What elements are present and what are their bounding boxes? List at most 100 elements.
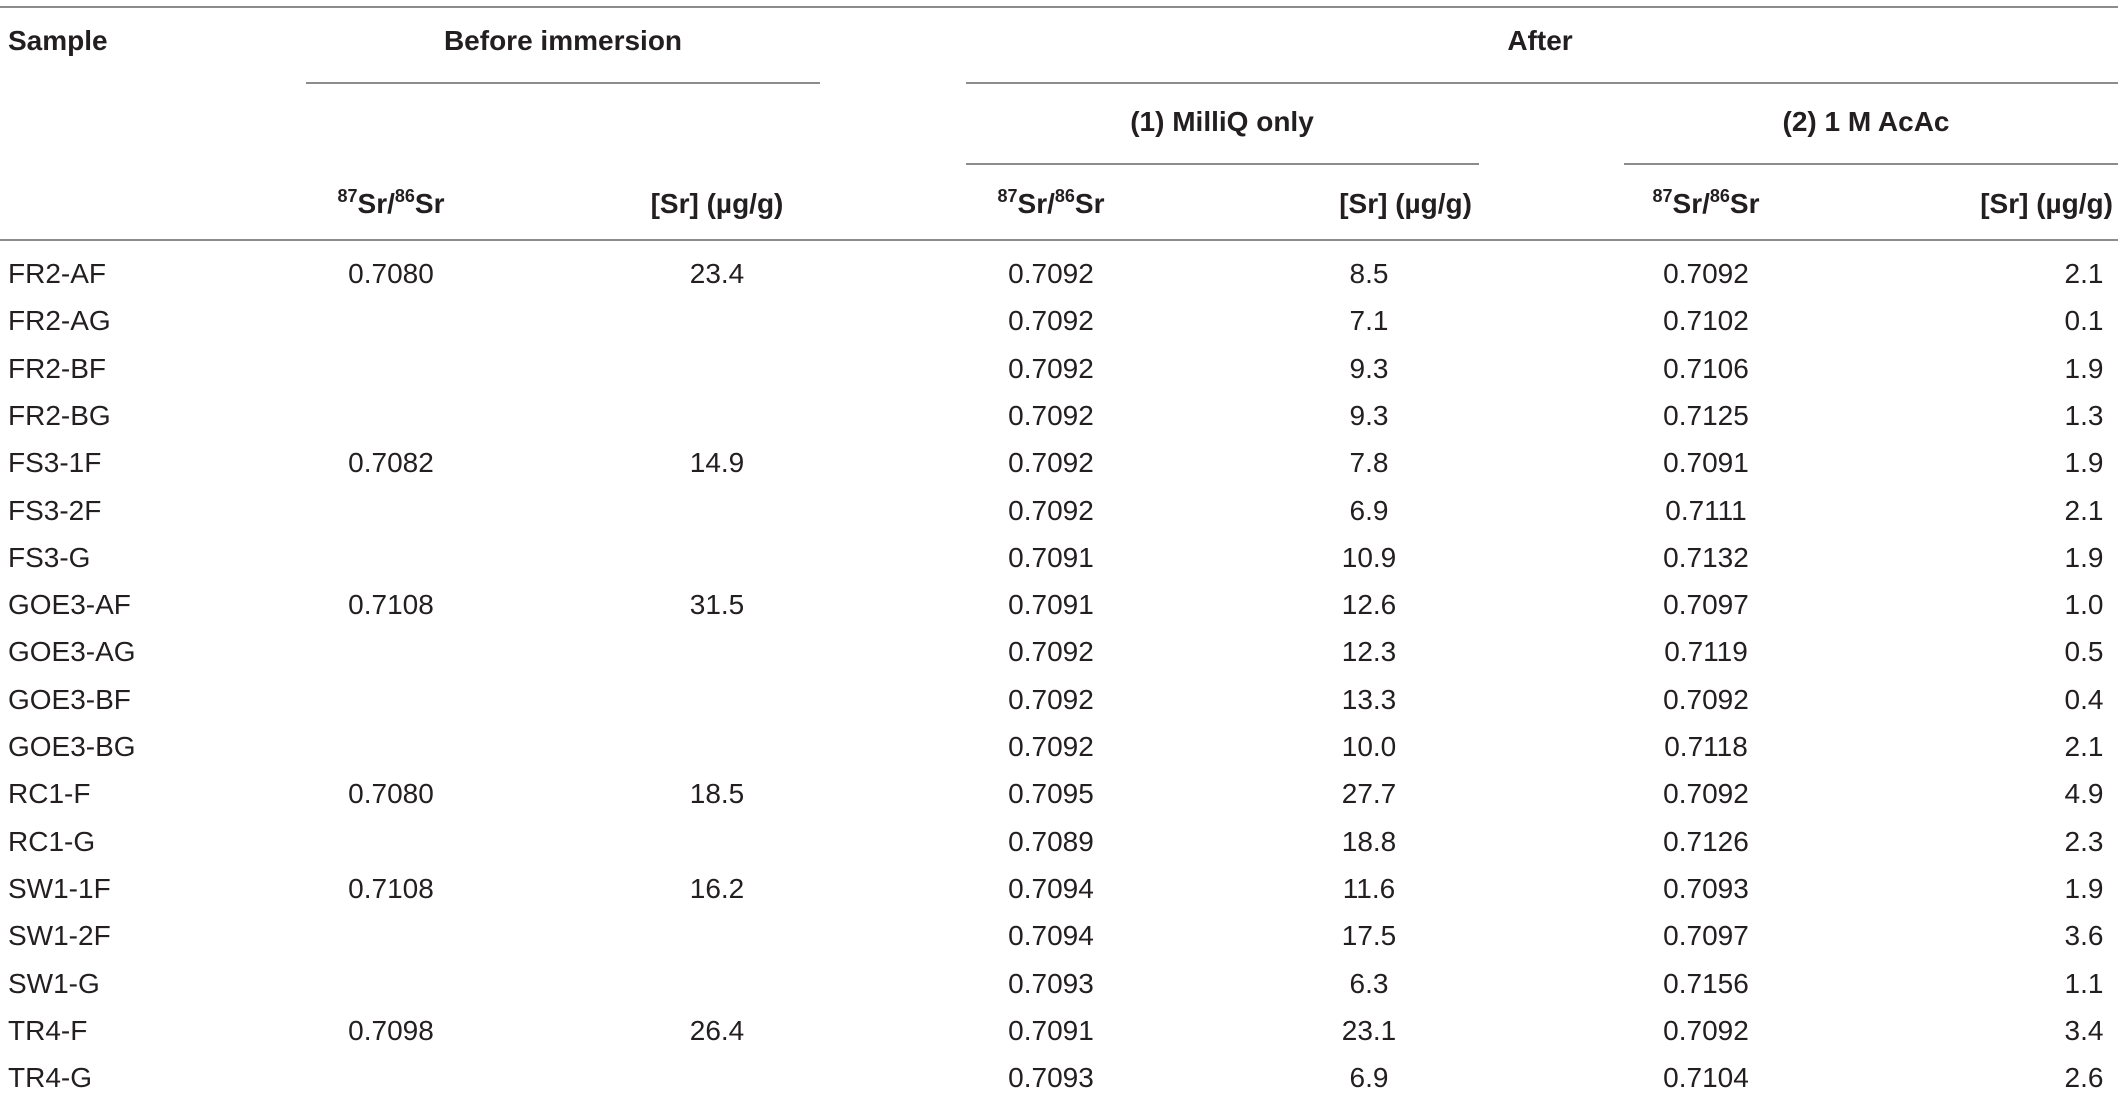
cell-before-ratio: 0.7080: [348, 258, 434, 289]
cell-acac-sr: 1.9: [2064, 352, 2104, 384]
cell-acac-ratio: 0.7126: [1663, 825, 1749, 857]
cell-before-sr: 26.4: [689, 1014, 745, 1046]
table-row: GOE3-BF 0.7092 13.3 0.7092 0.4: [0, 678, 2118, 725]
cell-milliq-sr: 13.3: [1341, 683, 1397, 715]
cell-milliq-sr: 10.0: [1341, 731, 1397, 762]
cell-milliq-ratio: 0.7091: [1008, 541, 1094, 573]
acac-rule: [1624, 163, 2118, 165]
cell-sample: FR2-AG: [8, 305, 111, 337]
cell-acac-ratio: 0.7132: [1663, 541, 1749, 573]
cell-acac-ratio: 0.7092: [1663, 778, 1749, 810]
table-row: SW1-2F 0.7094 17.5 0.7097 3.6: [0, 914, 2118, 961]
cell-milliq-ratio: 0.7089: [1008, 825, 1094, 857]
header-before-ratio: 87Sr/86Sr: [337, 185, 445, 219]
header-before-immersion: Before immersion: [443, 25, 683, 56]
cell-acac-ratio: 0.7097: [1663, 589, 1749, 621]
cell-sample: GOE3-BF: [8, 683, 131, 715]
cell-acac-ratio: 0.7092: [1663, 1014, 1749, 1046]
cell-milliq-sr: 6.9: [1349, 1062, 1389, 1094]
cell-milliq-sr: 12.3: [1341, 636, 1397, 668]
table-row: FS3-1F 0.7082 14.9 0.7092 7.8 0.7091 1.9: [0, 441, 2118, 488]
header-before-sr: [Sr] (µg/g): [650, 188, 784, 219]
cell-milliq-ratio: 0.7091: [1008, 589, 1094, 621]
cell-acac-sr: 0.4: [2064, 683, 2104, 715]
cell-milliq-sr: 8.5: [1349, 258, 1389, 289]
cell-sample: FS3-G: [8, 541, 91, 573]
cell-acac-ratio: 0.7093: [1663, 872, 1749, 904]
cell-milliq-ratio: 0.7094: [1008, 872, 1094, 904]
cell-sample: SW1-1F: [8, 872, 111, 904]
cell-milliq-sr: 6.3: [1349, 967, 1389, 999]
table-row: GOE3-AF 0.7108 31.5 0.7091 12.6 0.7097 1.0: [0, 583, 2118, 630]
cell-sample: GOE3-AF: [8, 589, 131, 621]
cell-acac-ratio: 0.7106: [1663, 352, 1749, 384]
cell-milliq-sr: 23.1: [1341, 1014, 1397, 1046]
header-after: After: [1507, 25, 1573, 56]
cell-milliq-sr: 6.9: [1349, 494, 1389, 526]
cell-milliq-ratio: 0.7093: [1008, 967, 1094, 999]
table-row: FR2-AG 0.7092 7.1 0.7102 0.1: [0, 299, 2118, 346]
cell-before-sr: 23.4: [689, 258, 745, 289]
table-row: RC1-G 0.7089 18.8 0.7126 2.3: [0, 820, 2118, 867]
header-acac: (2) 1 M AcAc: [1782, 106, 1950, 137]
cell-milliq-ratio: 0.7092: [1008, 399, 1094, 431]
table-row: FS3-G 0.7091 10.9 0.7132 1.9: [0, 536, 2118, 583]
cell-milliq-ratio: 0.7092: [1008, 352, 1094, 384]
cell-milliq-ratio: 0.7092: [1008, 258, 1094, 289]
cell-before-ratio: 0.7080: [348, 778, 434, 810]
cell-acac-ratio: 0.7092: [1663, 683, 1749, 715]
cell-acac-ratio: 0.7104: [1663, 1062, 1749, 1094]
cell-acac-sr: 4.9: [2064, 778, 2104, 810]
cell-sample: SW1-G: [8, 967, 100, 999]
header-milliq-sr: [Sr] (µg/g): [1339, 188, 1472, 219]
cell-milliq-sr: 7.8: [1349, 447, 1389, 479]
table-row: TR4-F 0.7098 26.4 0.7091 23.1 0.7092 3.4: [0, 1009, 2118, 1056]
table-row: SW1-1F 0.7108 16.2 0.7094 11.6 0.7093 1.9: [0, 867, 2118, 914]
cell-milliq-ratio: 0.7093: [1008, 1062, 1094, 1094]
cell-acac-sr: 2.1: [2064, 731, 2104, 762]
after-rule: [966, 82, 2118, 84]
cell-acac-ratio: 0.7091: [1663, 447, 1749, 479]
cell-acac-ratio: 0.7118: [1664, 731, 1748, 762]
cell-acac-sr: 1.9: [2064, 541, 2104, 573]
cell-before-ratio: 0.7108: [348, 872, 434, 904]
cell-before-sr: 18.5: [689, 778, 745, 810]
cell-acac-ratio: 0.7092: [1663, 258, 1749, 289]
header-milliq-only: (1) MilliQ only: [1130, 106, 1314, 137]
cell-acac-ratio: 0.7097: [1663, 920, 1749, 952]
cell-acac-sr: 2.6: [2064, 1062, 2104, 1094]
cell-acac-sr: 1.0: [2064, 589, 2104, 621]
cell-milliq-ratio: 0.7092: [1008, 494, 1094, 526]
cell-sample: FR2-BF: [8, 352, 106, 384]
cell-acac-sr: 0.1: [2064, 305, 2104, 337]
cell-milliq-sr: 10.9: [1341, 541, 1397, 573]
cell-acac-sr: 3.6: [2064, 920, 2104, 952]
header-sample: Sample: [8, 25, 108, 56]
cell-acac-sr: 1.9: [2064, 872, 2104, 904]
cell-milliq-ratio: 0.7092: [1008, 683, 1094, 715]
cell-sample: FR2-BG: [8, 399, 111, 431]
cell-before-sr: 31.5: [689, 589, 745, 621]
cell-acac-ratio: 0.7156: [1663, 967, 1749, 999]
cell-sample: GOE3-AG: [8, 636, 136, 668]
cell-sample: FR2-AF: [8, 258, 106, 289]
table-row: TR4-G 0.7093 6.9 0.7104 2.6: [0, 1056, 2118, 1103]
cell-sample: FS3-1F: [8, 447, 102, 479]
header-acac-ratio: 87Sr/86Sr: [1652, 185, 1760, 219]
cell-before-sr: 14.9: [689, 447, 745, 479]
cell-sample: RC1-F: [8, 778, 91, 810]
cell-milliq-ratio: 0.7091: [1008, 1014, 1094, 1046]
table-row: FR2-BG 0.7092 9.3 0.7125 1.3: [0, 394, 2118, 441]
cell-acac-ratio: 0.7125: [1663, 399, 1749, 431]
before-immersion-rule: [306, 82, 820, 84]
cell-sample: TR4-G: [8, 1062, 92, 1094]
cell-milliq-sr: 12.6: [1341, 589, 1397, 621]
cell-milliq-sr: 9.3: [1349, 352, 1389, 384]
table-row: FR2-BF 0.7092 9.3 0.7106 1.9: [0, 347, 2118, 394]
cell-milliq-sr: 18.8: [1341, 825, 1397, 857]
cell-milliq-sr: 11.6: [1342, 872, 1396, 904]
cell-milliq-sr: 7.1: [1349, 305, 1389, 337]
cell-sample: TR4-F: [8, 1014, 88, 1046]
table-row: GOE3-BG 0.7092 10.0 0.7118 2.1: [0, 725, 2118, 772]
header-bottom-rule: [0, 239, 2118, 241]
